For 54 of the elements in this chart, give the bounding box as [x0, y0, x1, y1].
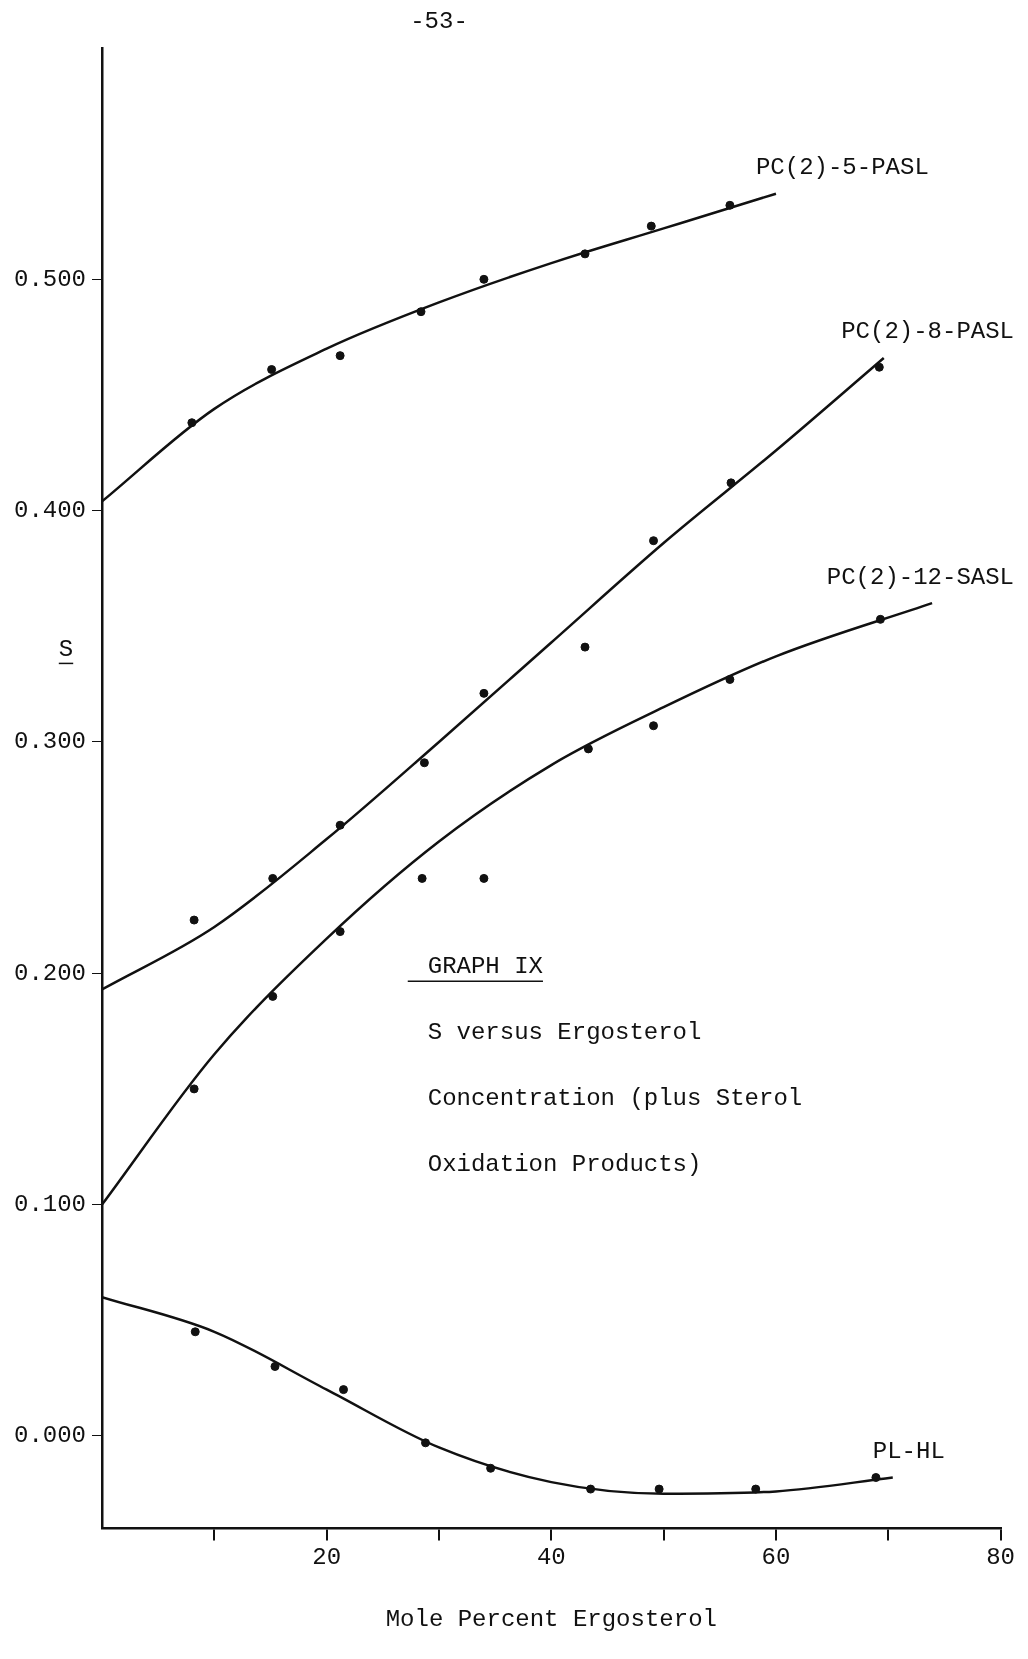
point — [189, 915, 199, 925]
x-tick-label: 60 — [761, 1544, 791, 1572]
series-label: PC(2)-5-PASL — [755, 154, 929, 182]
point — [189, 1084, 199, 1094]
x-tick-label: 80 — [986, 1544, 1015, 1572]
point — [654, 1484, 664, 1494]
point — [751, 1484, 761, 1494]
x-axis-title: Mole Percent Ergosterol — [385, 1605, 717, 1633]
text: GRAPH IX — [427, 953, 543, 981]
point — [586, 1484, 596, 1494]
point — [335, 351, 345, 361]
point — [583, 744, 593, 754]
point — [479, 274, 489, 284]
point — [335, 927, 345, 937]
point — [479, 873, 489, 883]
point — [646, 221, 656, 231]
point — [875, 614, 885, 624]
series-label: PL-HL — [872, 1437, 945, 1465]
point — [190, 1327, 200, 1337]
y-tick-label: 0.500 — [14, 265, 87, 293]
point — [479, 688, 489, 698]
point — [871, 1473, 881, 1483]
point — [268, 873, 278, 883]
point — [874, 362, 884, 372]
point — [267, 365, 277, 375]
series-label: PC(2)-8-PASL — [841, 318, 1014, 346]
y-tick-label: 0.100 — [14, 1190, 87, 1218]
y-axis-title: S — [58, 635, 74, 663]
point — [270, 1361, 280, 1371]
point — [268, 991, 278, 1001]
y-tick-label: 0.300 — [14, 728, 87, 756]
y-tick-label: 0.200 — [14, 959, 87, 987]
point — [649, 536, 659, 546]
point — [580, 249, 590, 259]
x-tick-label: 40 — [536, 1544, 566, 1572]
point — [421, 1438, 430, 1448]
point — [416, 307, 426, 317]
point — [339, 1385, 349, 1395]
point — [726, 478, 736, 488]
x-tick-label: 20 — [312, 1544, 342, 1572]
point — [649, 721, 659, 731]
point — [725, 200, 735, 210]
point — [486, 1463, 496, 1473]
y-tick-label: 0.400 — [14, 496, 87, 524]
point — [580, 642, 590, 652]
point — [187, 418, 197, 428]
point — [335, 820, 345, 830]
text: S versus Ergosterol Concentration (plus Sterol Oxidation Products) — [427, 1019, 803, 1179]
text: -53- — [410, 8, 468, 36]
point — [419, 758, 429, 768]
y-tick-label: 0.000 — [14, 1422, 87, 1450]
series-label: PC(2)-12-SASL — [826, 563, 1014, 591]
point — [417, 873, 427, 883]
point — [725, 674, 735, 684]
